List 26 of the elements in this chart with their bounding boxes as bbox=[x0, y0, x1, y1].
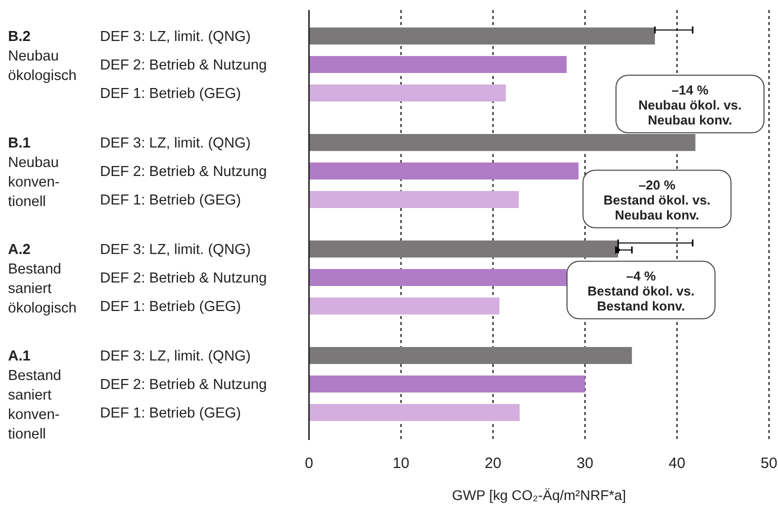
y-tick-label: DEF 2: Betrieb & Nutzung bbox=[100, 164, 267, 180]
y-tick-label: DEF 2: Betrieb & Nutzung bbox=[100, 270, 267, 286]
y-tick-label: DEF 1: Betrieb (GEG) bbox=[100, 192, 242, 208]
y-tick-label: DEF 1: Betrieb (GEG) bbox=[100, 86, 242, 102]
text: B.1 Neubau konven- tionell bbox=[8, 136, 60, 210]
annotation: –14 % Neubau ökol. vs. Neubau konv. bbox=[638, 82, 742, 128]
text: A.1 Bestand saniert konven- tionell bbox=[8, 348, 62, 442]
y-tick-label: DEF 3: LZ, limit. (QNG) bbox=[100, 348, 251, 364]
y-tick-label: DEF 2: Betrieb & Nutzung bbox=[100, 377, 267, 393]
x-tick-label: 10 bbox=[392, 455, 410, 472]
x-tick-label: 30 bbox=[576, 455, 594, 472]
x-tick-label: 40 bbox=[668, 455, 686, 472]
x-tick-label: 50 bbox=[760, 455, 778, 472]
y-tick-label: DEF 2: Betrieb & Nutzung bbox=[100, 58, 267, 74]
y-tick-label: DEF 1: Betrieb (GEG) bbox=[100, 406, 242, 422]
y-tick-label: DEF 3: LZ, limit. (QNG) bbox=[100, 29, 251, 45]
annotation: –4 % Bestand ökol. vs. Bestand konv. bbox=[588, 268, 694, 314]
x-tick-label: 20 bbox=[484, 455, 502, 472]
annotation: –20 % Bestand ökol. vs. Neubau konv. bbox=[604, 177, 710, 222]
x-tick-label: 0 bbox=[304, 455, 314, 472]
text: B.2 Neubau ökologisch bbox=[8, 29, 77, 84]
x-axis-title: GWP [kg CO₂-Äq/m²NRF*a] bbox=[452, 487, 626, 503]
y-tick-label: DEF 1: Betrieb (GEG) bbox=[100, 299, 242, 315]
y-tick-label: DEF 3: LZ, limit. (QNG) bbox=[100, 242, 251, 258]
y-tick-label: DEF 3: LZ, limit. (QNG) bbox=[100, 136, 251, 152]
text: A.2 Bestand saniert ökologisch bbox=[8, 242, 77, 316]
